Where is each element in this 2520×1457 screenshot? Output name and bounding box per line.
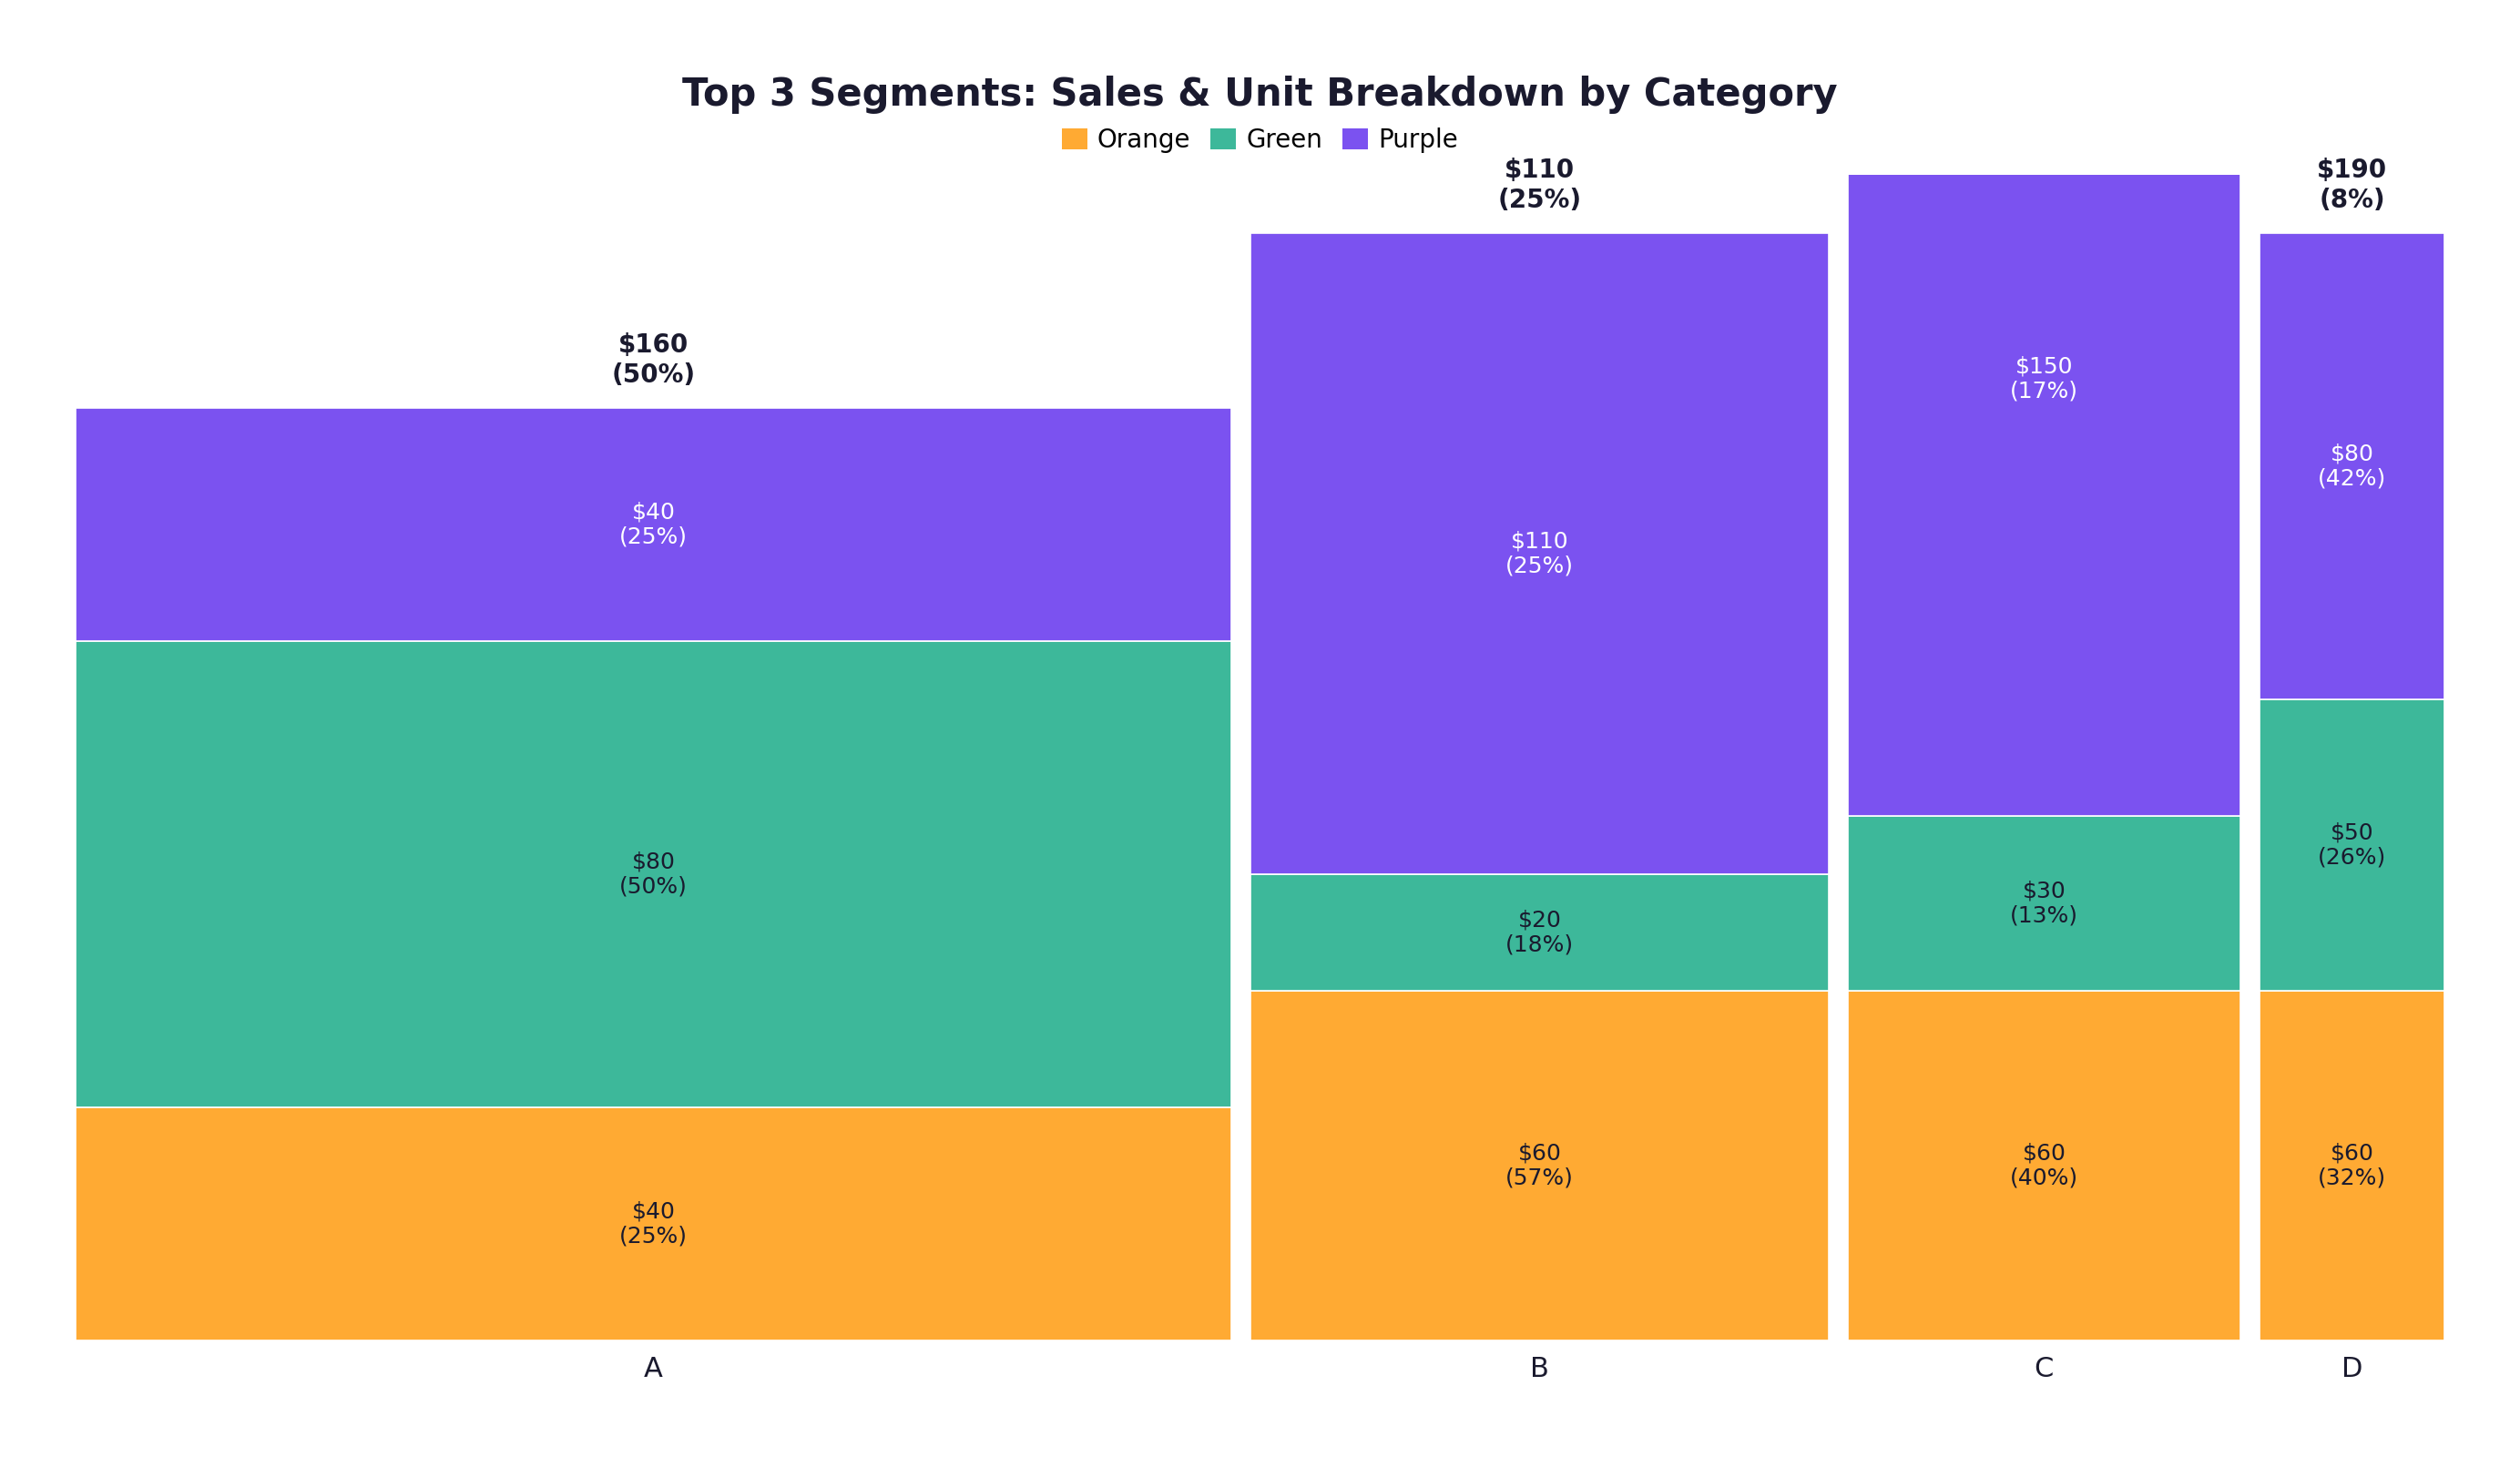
Text: $50
(26%): $50 (26%) (2318, 822, 2386, 868)
FancyBboxPatch shape (1250, 991, 1830, 1340)
FancyBboxPatch shape (76, 408, 1232, 641)
Text: $40
(25%): $40 (25%) (620, 501, 688, 548)
Text: $190
(8%): $190 (8%) (2316, 157, 2386, 213)
Text: $20
(18%): $20 (18%) (1504, 909, 1572, 956)
Text: $30
(13%): $30 (13%) (2011, 880, 2079, 927)
Text: $60
(40%): $60 (40%) (2011, 1142, 2079, 1189)
Legend: Orange, Green, Purple: Orange, Green, Purple (1051, 118, 1469, 163)
Text: $160
(50%): $160 (50%) (612, 332, 696, 388)
FancyBboxPatch shape (2260, 991, 2444, 1340)
Title: Top 3 Segments: Sales & Unit Breakdown by Category: Top 3 Segments: Sales & Unit Breakdown b… (683, 76, 1837, 114)
FancyBboxPatch shape (1847, 816, 2240, 991)
FancyBboxPatch shape (76, 641, 1232, 1107)
FancyBboxPatch shape (2260, 699, 2444, 991)
FancyBboxPatch shape (76, 1107, 1232, 1340)
Text: $80
(42%): $80 (42%) (2318, 443, 2386, 490)
FancyBboxPatch shape (2260, 233, 2444, 699)
Text: $110
(25%): $110 (25%) (1504, 530, 1572, 577)
FancyBboxPatch shape (1847, 0, 2240, 816)
Text: $40
(25%): $40 (25%) (620, 1201, 688, 1247)
FancyBboxPatch shape (1847, 991, 2240, 1340)
FancyBboxPatch shape (1250, 874, 1830, 991)
Text: $80
(50%): $80 (50%) (620, 851, 688, 898)
Text: $150
(17%): $150 (17%) (2011, 356, 2079, 402)
Text: $60
(32%): $60 (32%) (2318, 1142, 2386, 1189)
Text: $110
(25%): $110 (25%) (1497, 157, 1583, 213)
FancyBboxPatch shape (1250, 233, 1830, 874)
Text: $60
(57%): $60 (57%) (1504, 1142, 1572, 1189)
